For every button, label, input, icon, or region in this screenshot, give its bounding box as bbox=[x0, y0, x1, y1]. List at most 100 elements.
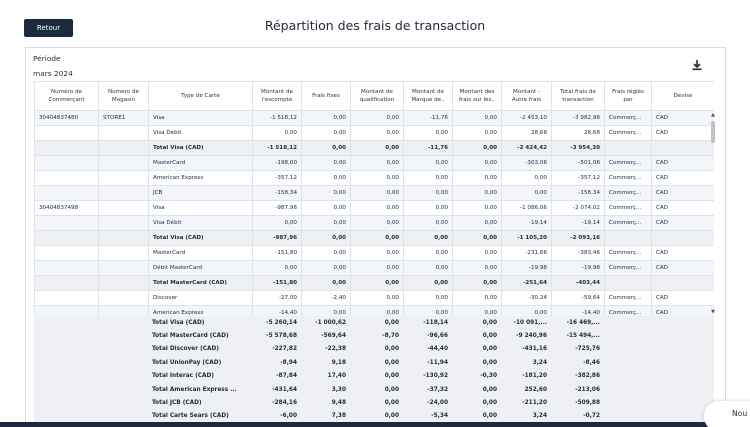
table-cell-total: -403,44 bbox=[551, 275, 605, 291]
column-header[interactable]: Montant de qualification bbox=[350, 81, 404, 111]
column-header[interactable]: Montant de l'escompte bbox=[252, 81, 302, 111]
download-icon[interactable] bbox=[691, 59, 703, 71]
column-header[interactable]: Frais fixes bbox=[301, 81, 351, 111]
column-header[interactable]: Numéro de Magasin bbox=[98, 81, 149, 111]
table-cell-fixed: 0,00 bbox=[301, 245, 351, 261]
table-cell-paid-by bbox=[604, 140, 652, 156]
summary-cell-empty bbox=[604, 356, 651, 369]
table-cell-store bbox=[98, 155, 149, 171]
summary-cell-card: Total MasterCard (CAD) bbox=[152, 333, 229, 340]
summary-cell-total: -382,86 bbox=[575, 373, 600, 380]
table-cell-paid-by bbox=[604, 230, 652, 246]
table-cell-brand: 0,00 bbox=[403, 245, 453, 261]
summary-row: Total MasterCard (CAD) -5 578,68 -569,64 -8… bbox=[34, 329, 714, 342]
table-cell-other: -251,64 bbox=[501, 275, 552, 291]
table-cell-store bbox=[98, 185, 149, 201]
table-cell-paid-by: Commerç... bbox=[604, 110, 652, 126]
table-cell-other: -1 105,20 bbox=[501, 230, 552, 246]
summary-cell-card: Total Interac (CAD) bbox=[152, 373, 214, 380]
table-cell-store bbox=[98, 275, 149, 291]
table-cell-card: Visa bbox=[148, 200, 253, 216]
table-subtotal-row: Total Visa (CAD) -987,96 0,00 0,00 0,00 0,00-… bbox=[34, 230, 714, 246]
table-cell-card: Visa bbox=[148, 110, 253, 126]
period-value[interactable]: mars 2024 bbox=[33, 69, 73, 78]
table-cell-fees: 0,00 bbox=[452, 290, 502, 306]
table-row: MasterCard -151,80 0,00 0,00 0,00 0,00 -231,66… bbox=[34, 245, 714, 261]
summary-cell-total: -8,46 bbox=[583, 359, 600, 366]
summary-cell-brand: -96,66 bbox=[427, 333, 448, 340]
summary-cell-brand: -37,32 bbox=[427, 386, 448, 393]
summary-cell-fees: 0,00 bbox=[482, 346, 497, 353]
table-cell-fixed: 0,00 bbox=[301, 140, 351, 156]
table-cell-card: Total Visa (CAD) bbox=[148, 230, 253, 246]
summary-row: Total Discover (CAD) -227,82 -22,38 0,00 -44… bbox=[34, 343, 714, 356]
summary-cell-empty bbox=[34, 316, 98, 329]
table-cell-fees: 0,00 bbox=[452, 110, 502, 126]
table-cell-other: 0,00 bbox=[501, 170, 552, 186]
summary-cell-empty bbox=[651, 343, 714, 356]
summary-cell-fees: 0,00 bbox=[482, 359, 497, 366]
fees-table-wrapper[interactable]: Numéro de Commerçant Numéro de Magasin Typ… bbox=[34, 81, 714, 365]
table-cell-total: -501,06 bbox=[551, 155, 605, 171]
table-cell-currency: CAD bbox=[651, 155, 714, 171]
fees-table: Numéro de Commerçant Numéro de Magasin Typ… bbox=[34, 81, 714, 321]
table-cell-fixed: 0,00 bbox=[301, 275, 351, 291]
top-bar: Retour Répartition des frais de transact… bbox=[0, 0, 750, 48]
column-header[interactable]: Montant de Marque de.. bbox=[403, 81, 453, 111]
table-cell-card: Visa Débit bbox=[148, 215, 253, 231]
table-cell-total: -2 074,02 bbox=[551, 200, 605, 216]
summary-cell-total: -509,88 bbox=[575, 400, 600, 407]
table-cell-currency bbox=[651, 140, 714, 156]
summary-cell-empty bbox=[604, 370, 651, 383]
table-cell-qualification: 0,00 bbox=[350, 155, 404, 171]
column-header[interactable]: Numéro de Commerçant bbox=[34, 81, 99, 111]
table-cell-currency: CAD bbox=[651, 185, 714, 201]
table-cell-merchant: 30404837498 bbox=[34, 200, 99, 216]
table-cell-merchant bbox=[34, 140, 99, 156]
chevron-up-icon[interactable]: ▲ bbox=[711, 112, 715, 118]
column-header[interactable]: Total frais de transaction bbox=[551, 81, 605, 111]
table-cell-store bbox=[98, 140, 149, 156]
summary-cell-fixed: -22,38 bbox=[325, 346, 346, 353]
table-cell-fixed: 0,00 bbox=[301, 215, 351, 231]
table-cell-qualification: 0,00 bbox=[350, 110, 404, 126]
summary-cell-discount: -284,16 bbox=[272, 400, 297, 407]
scrollbar-thumb[interactable] bbox=[711, 121, 715, 143]
table-cell-qualification: 0,00 bbox=[350, 260, 404, 276]
table-cell-fees: 0,00 bbox=[452, 200, 502, 216]
table-row: Débit MasterCard 0,00 0,00 0,00 0,00 0,00 -19,… bbox=[34, 260, 714, 276]
table-cell-merchant bbox=[34, 290, 99, 306]
table-subtotal-row: Total MasterCard (CAD) -151,80 0,00 0,00 0,0… bbox=[34, 275, 714, 291]
table-cell-qualification: 0,00 bbox=[350, 185, 404, 201]
column-header[interactable]: Type de Carte bbox=[148, 81, 253, 111]
column-header[interactable]: Montant - Autre frais bbox=[501, 81, 552, 111]
table-cell-store bbox=[98, 215, 149, 231]
table-cell-currency bbox=[651, 275, 714, 291]
table-row: Discover -27,00 -2,40 0,00 0,00 0,00 -30,24 -59… bbox=[34, 290, 714, 306]
summary-cell-discount: -227,82 bbox=[272, 346, 297, 353]
table-cell-card: MasterCard bbox=[148, 155, 253, 171]
table-cell-other: -2 453,10 bbox=[501, 110, 552, 126]
table-cell-fixed: 0,00 bbox=[301, 125, 351, 141]
column-header[interactable]: Devise bbox=[651, 81, 714, 111]
summary-cell-card: Total Discover (CAD) bbox=[152, 346, 219, 353]
table-cell-paid-by bbox=[604, 275, 652, 291]
summary-cell-empty bbox=[98, 396, 148, 409]
chevron-down-icon[interactable]: ▼ bbox=[711, 309, 715, 315]
column-header[interactable]: Frais réglés par bbox=[604, 81, 652, 111]
table-cell-currency: CAD bbox=[651, 170, 714, 186]
table-cell-fixed: 0,00 bbox=[301, 200, 351, 216]
table-scrollbar[interactable]: ▲ ▼ bbox=[709, 112, 717, 318]
chat-widget[interactable]: Nou bbox=[704, 401, 750, 427]
report-card: Période mars 2024 Numéro de Commerçant Nu… bbox=[25, 47, 726, 427]
summary-row: Total JCB (CAD) -284,16 9,48 0,00 -24,00 0,00… bbox=[34, 396, 714, 409]
column-header[interactable]: Montant des frais sur les.. bbox=[452, 81, 502, 111]
table-cell-other: -19,14 bbox=[501, 215, 552, 231]
summary-cell-brand: -24,00 bbox=[427, 400, 448, 407]
back-button[interactable]: Retour bbox=[24, 19, 73, 37]
table-cell-paid-by: Commerç... bbox=[604, 260, 652, 276]
summary-cell-discount: -5 260,14 bbox=[266, 319, 297, 326]
table-cell-fees: 0,00 bbox=[452, 275, 502, 291]
summary-table: Total Visa (CAD) -5 260,14 -1 000,62 0,00 -1… bbox=[34, 316, 714, 423]
table-cell-currency: CAD bbox=[651, 260, 714, 276]
